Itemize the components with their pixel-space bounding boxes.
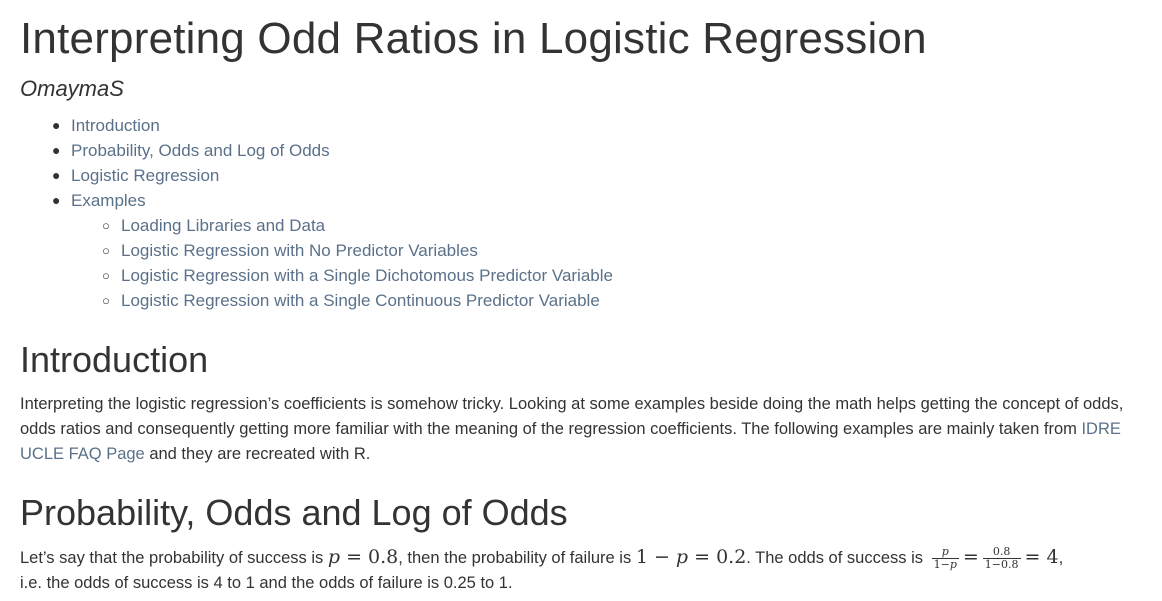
toc-item-loading-libraries: ○ Loading Libraries and Data [20,213,613,238]
prob-text-4: , [1058,549,1064,567]
prob-text-3: . The odds of success is [746,549,928,567]
fraction-num-var: p [941,545,949,559]
bullet-disc-icon: ● [52,142,61,158]
fraction-numerator-2: 0.8 [982,546,1021,560]
math-var-p-2: p [675,546,689,568]
math-failure-prob: 1 − p = 0.2 [636,546,746,568]
toc-link-probability-odds[interactable]: Probability, Odds and Log of Odds [71,141,330,160]
math-p-equals-08: p = 0.8 [328,546,398,568]
math-one-minus: 1 − [635,546,676,568]
bullet-circle-icon: ○ [102,293,110,308]
toc-link-examples[interactable]: Examples [71,191,146,210]
toc-link-introduction[interactable]: Introduction [71,116,160,135]
bullet-disc-icon: ● [52,192,61,208]
bullet-disc-icon: ● [52,117,61,133]
bullet-circle-icon: ○ [102,218,110,233]
toc-item-dichotomous-predictor: ○ Logistic Regression with a Single Dich… [20,263,613,288]
author-name: OmaymaS [20,76,124,101]
bullet-circle-icon: ○ [102,243,110,258]
prob-text-5: i.e. the odds of success is 4 to 1 and t… [20,574,513,593]
intro-text-end: and they are recreated with R. [144,445,371,463]
bullet-circle-icon: ○ [102,268,110,283]
math-failure-value: = 0.2 [688,546,747,568]
math-var-p: p [327,546,341,568]
section-heading-probability: Probability, Odds and Log of Odds [20,492,568,533]
page-title: Interpreting Odd Ratios in Logistic Regr… [20,14,927,63]
toc-link-logistic-regression[interactable]: Logistic Regression [71,166,220,185]
introduction-paragraph: Interpreting the logistic regression’s c… [20,392,1155,467]
bullet-disc-icon: ● [52,167,61,183]
math-equals-four: = 4 [1024,546,1059,568]
prob-text-2: , then the probability of failure is [398,549,636,567]
toc-item-logistic-regression: ● Logistic Regression [20,163,613,188]
fraction-den-var: p [949,558,957,572]
toc-item-no-predictor: ○ Logistic Regression with No Predictor … [20,238,613,263]
table-of-contents: ● Introduction ● Probability, Odds and L… [20,113,613,313]
toc-link-continuous-predictor[interactable]: Logistic Regression with a Single Contin… [121,291,600,310]
probability-paragraph: Let’s say that the probability of succes… [20,545,1155,596]
toc-link-no-predictor[interactable]: Logistic Regression with No Predictor Va… [121,241,478,260]
fraction-numerator: p [931,545,959,560]
toc-item-introduction: ● Introduction [20,113,613,138]
math-equals-sign: = [962,546,979,568]
toc-item-continuous-predictor: ○ Logistic Regression with a Single Cont… [20,288,613,313]
fraction-denominator: 1−p [932,559,959,571]
toc-item-examples: ● Examples [20,188,613,213]
fraction-den-one-minus: 1− [933,558,950,572]
intro-text-start: Interpreting the logistic regression’s c… [20,395,1124,438]
idre-ucle-faq-link[interactable]: IDRE UCLE FAQ Page [20,420,1121,463]
fraction-p-over-1-minus-p: p 1−p [931,545,959,571]
fraction-08-over-1-minus-08: 0.8 1−0.8 [982,546,1021,572]
math-p-value: = 0.8 [340,546,399,568]
fraction-denominator-2: 1−0.8 [984,558,1019,572]
toc-item-probability-odds: ● Probability, Odds and Log of Odds [20,138,613,163]
toc-link-dichotomous-predictor[interactable]: Logistic Regression with a Single Dichot… [121,266,613,285]
prob-text-1: Let’s say that the probability of succes… [20,549,328,567]
toc-link-loading-libraries[interactable]: Loading Libraries and Data [121,216,326,235]
section-heading-introduction: Introduction [20,339,209,380]
